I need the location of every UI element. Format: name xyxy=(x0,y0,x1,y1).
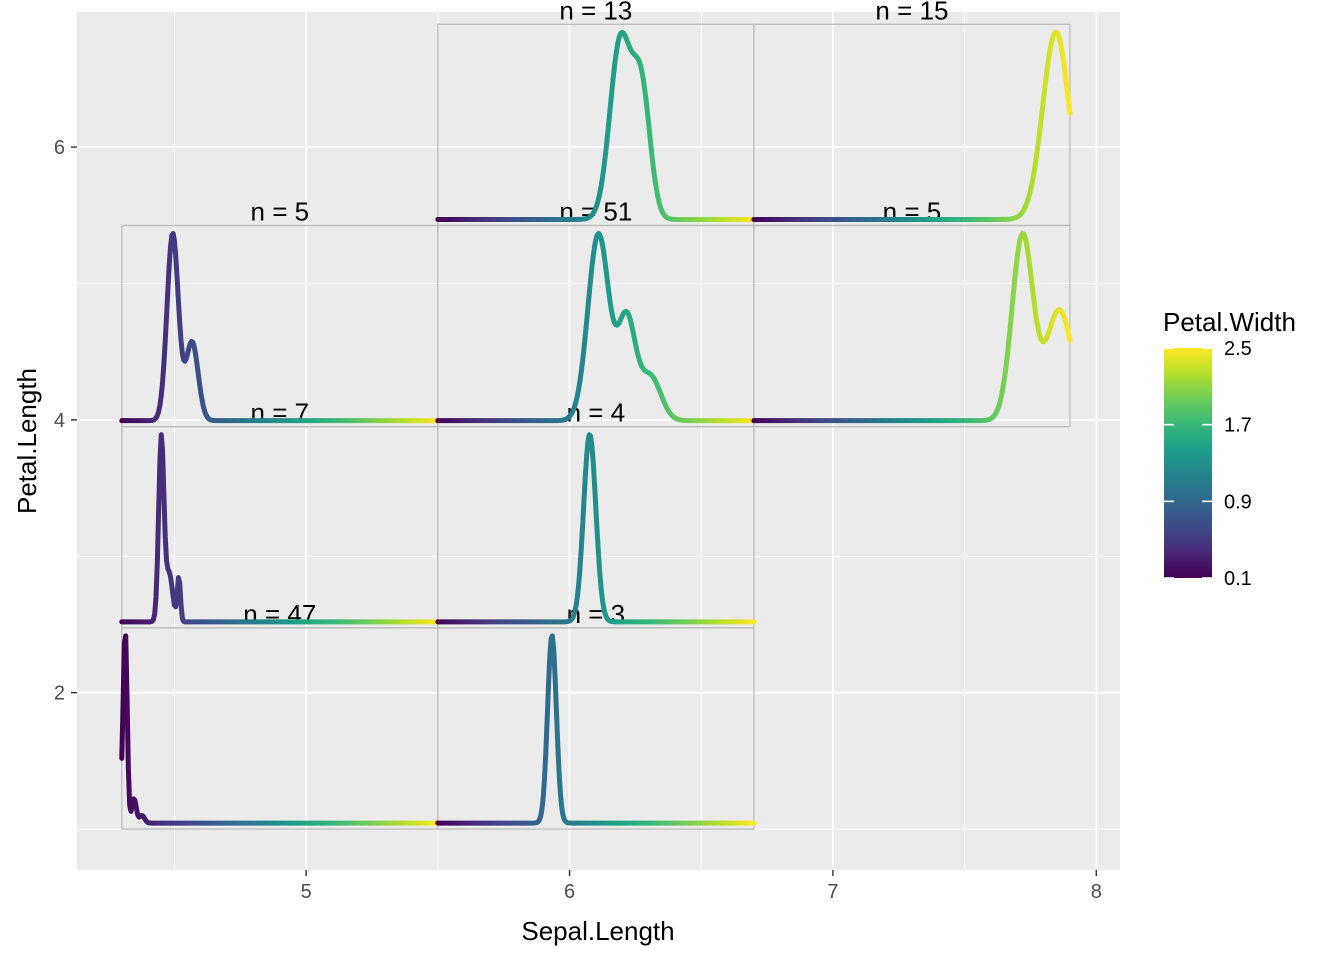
x-tick-label: 5 xyxy=(301,881,312,903)
density-curve xyxy=(435,432,757,625)
y-tick-label: 2 xyxy=(54,683,65,705)
plot-background xyxy=(77,12,1120,870)
legend-tick-label: 2.5 xyxy=(1224,338,1252,360)
legend-tick-label: 1.7 xyxy=(1224,415,1252,437)
legend-tick-label: 0.1 xyxy=(1224,568,1252,590)
x-tick-label: 7 xyxy=(827,881,838,903)
y-tick-label: 6 xyxy=(54,137,65,159)
density-curve xyxy=(119,230,441,424)
color-legend: Petal.Width 0.1 0.9 1.7 2.5 xyxy=(1163,307,1296,590)
panel-border xyxy=(753,23,1071,227)
density-curve xyxy=(435,633,757,826)
x-axis: 5 6 7 8 xyxy=(301,870,1102,903)
density-curve xyxy=(435,230,757,424)
y-axis: 2 4 6 xyxy=(54,137,77,705)
legend-tick-label: 0.9 xyxy=(1224,491,1252,513)
density-curve xyxy=(435,29,757,222)
density-panel: n = 13 xyxy=(435,0,757,227)
density-curve xyxy=(751,29,1073,222)
density-panel: n = 15 xyxy=(751,0,1073,227)
legend-ticks: 0.1 0.9 1.7 2.5 xyxy=(1164,338,1252,590)
panel-label: n = 13 xyxy=(559,0,632,25)
x-tick-label: 8 xyxy=(1091,881,1102,903)
density-panel: n = 4 xyxy=(435,398,757,629)
legend-colorbar xyxy=(1164,348,1212,578)
x-tick-label: 6 xyxy=(564,881,575,903)
density-curve xyxy=(119,432,441,625)
density-curve xyxy=(119,633,441,826)
panel-label: n = 5 xyxy=(251,196,310,226)
x-axis-title: Sepal.Length xyxy=(521,916,674,946)
panel-label: n = 15 xyxy=(875,0,948,25)
density-curve xyxy=(751,230,1073,424)
legend-title: Petal.Width xyxy=(1163,307,1296,337)
density-panel: n = 5 xyxy=(119,196,441,428)
y-tick-label: 4 xyxy=(54,410,65,432)
y-axis-title: Petal.Length xyxy=(12,368,42,514)
